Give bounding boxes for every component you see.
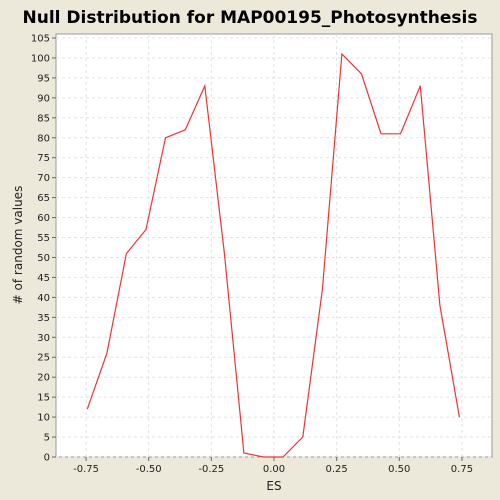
y-tick-label: 65 <box>37 193 50 204</box>
y-tick-label: 80 <box>37 133 50 144</box>
y-axis-label: # of random values <box>11 186 25 305</box>
axes: 0 5 10 15 20 25 30 35 40 45 50 55 60 65 70 75 80 85 90 95 10… <box>31 33 473 475</box>
y-tick-label: 95 <box>37 73 50 84</box>
y-tick-label: 20 <box>37 373 50 384</box>
y-tick-label: 85 <box>37 113 50 124</box>
y-tick-label: 75 <box>37 153 50 164</box>
y-tick-label: 105 <box>31 33 50 44</box>
y-tick-label: 25 <box>37 353 50 364</box>
y-tick-label: 70 <box>37 173 50 184</box>
chart-title: Null Distribution for MAP00195_Photosynt… <box>23 8 478 28</box>
x-tick-label: -0.75 <box>73 464 99 475</box>
y-tick-label: 45 <box>37 273 50 284</box>
y-tick-label: 5 <box>44 433 50 444</box>
grid <box>56 34 492 458</box>
x-tick-label: -0.25 <box>198 464 224 475</box>
x-tick-label: 0.00 <box>263 464 285 475</box>
x-tick-label: -0.50 <box>136 464 162 475</box>
series-line <box>86 52 460 458</box>
x-tick-label: 0.75 <box>451 464 473 475</box>
y-tick-label: 10 <box>37 413 50 424</box>
x-tick-label: 0.25 <box>326 464 348 475</box>
series-group <box>86 52 460 458</box>
y-tick-label: 50 <box>37 253 50 264</box>
y-tick-label: 30 <box>37 333 50 344</box>
y-tick-label: 90 <box>37 93 50 104</box>
y-tick-label: 15 <box>37 393 50 404</box>
y-tick-label: 100 <box>31 53 50 64</box>
x-axis-label: ES <box>266 479 281 493</box>
y-tick-label: 40 <box>37 293 50 304</box>
y-tick-label: 35 <box>37 313 50 324</box>
x-tick-label: 0.50 <box>388 464 410 475</box>
y-tick-label: 55 <box>37 233 50 244</box>
y-tick-label: 0 <box>44 453 50 464</box>
y-tick-label: 60 <box>37 213 50 224</box>
